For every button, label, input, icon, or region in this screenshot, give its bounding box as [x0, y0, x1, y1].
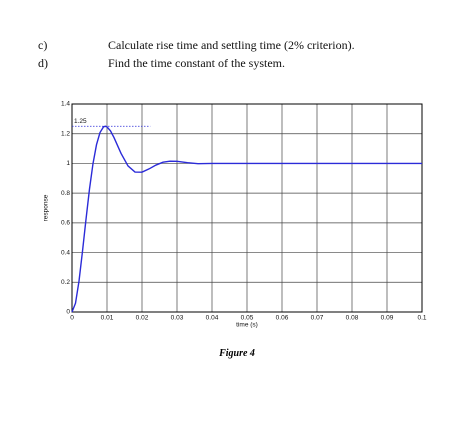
- y-tick-label: 0.4: [61, 249, 70, 256]
- question-text: Find the time constant of the system.: [108, 56, 285, 70]
- x-tick-label: 0.07: [311, 315, 324, 322]
- question-label: c): [38, 38, 48, 52]
- y-tick-label: 0.2: [61, 279, 70, 286]
- x-tick-label: 0: [70, 315, 74, 322]
- response-curve: [71, 125, 422, 313]
- x-tick-label: 0.09: [381, 315, 394, 322]
- x-tick-label: 0.1: [417, 315, 426, 322]
- figure-caption: Figure 4: [219, 348, 255, 359]
- y-tick-label: 1: [66, 160, 70, 167]
- y-tick-label: 1.4: [61, 101, 70, 108]
- question-text: Calculate rise time and settling time (2…: [108, 38, 355, 52]
- y-tick-label: 0: [66, 309, 70, 316]
- x-tick-label: 0.03: [171, 315, 184, 322]
- x-tick-label: 0.01: [101, 315, 114, 322]
- y-axis-label: response: [43, 194, 50, 221]
- y-tick-label: 0.8: [61, 190, 70, 197]
- x-tick-label: 0.08: [346, 315, 359, 322]
- x-tick-label: 0.04: [206, 315, 219, 322]
- annotation-label: 1.25: [74, 118, 87, 125]
- x-tick-label: 0.02: [136, 315, 149, 322]
- plot-frame: [71, 103, 423, 313]
- x-tick-label: 0.05: [241, 315, 254, 322]
- chart: 0 0.2 0.4 0.6 0.8 1 1.2 1.4 0 0.01 0.02 0.03 0.04 0.0…: [43, 101, 427, 329]
- y-tick-label: 0.6: [61, 220, 70, 227]
- question-label: d): [38, 56, 48, 70]
- x-axis-label: time (s): [236, 322, 258, 329]
- x-tick-label: 0.06: [276, 315, 289, 322]
- y-tick-label: 1.2: [61, 130, 70, 137]
